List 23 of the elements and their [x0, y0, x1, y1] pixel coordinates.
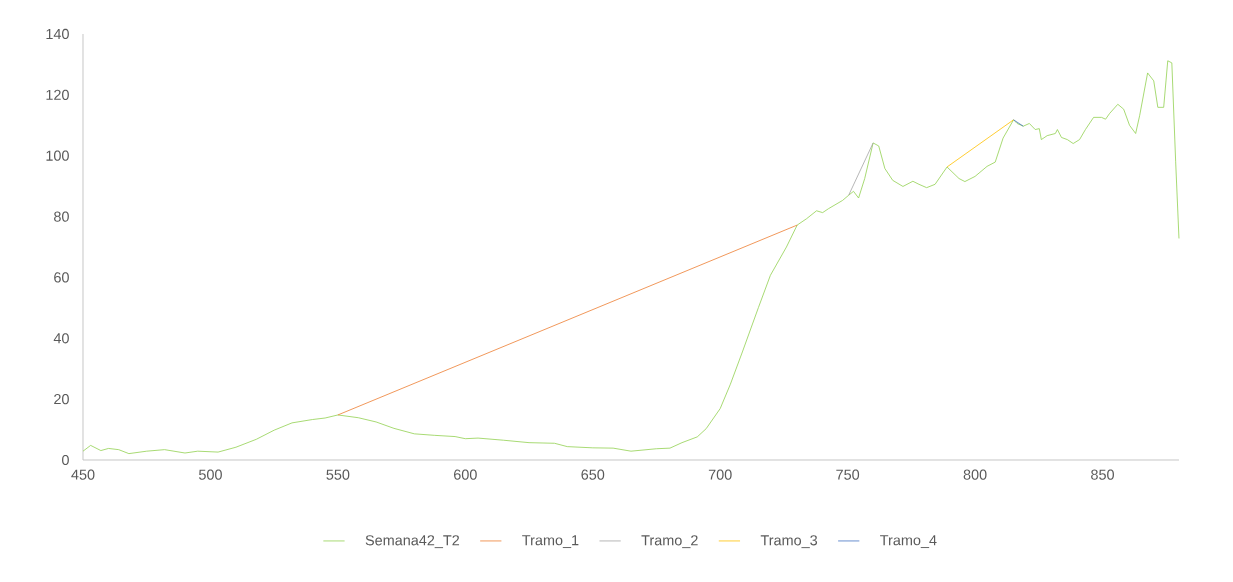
legend-label: Tramo_1: [522, 535, 579, 549]
y-tick-label: 20: [54, 394, 69, 405]
x-tick-label: 700: [708, 469, 732, 480]
x-tick-label: 850: [1091, 469, 1114, 480]
y-tick-label: 120: [46, 89, 69, 100]
x-tick-label: 650: [581, 469, 605, 480]
legend-label: Tramo_4: [880, 535, 937, 549]
y-tick-label: 100: [46, 150, 69, 161]
legend-label: Tramo_3: [760, 535, 818, 549]
x-tick-label: 500: [198, 469, 222, 480]
legend-label: Semana42_T2: [365, 535, 460, 549]
legend-label: Tramo_2: [641, 535, 698, 549]
line-series: [82, 60, 1180, 455]
x-tick-label: 550: [326, 469, 350, 480]
y-tick-label: 0: [62, 454, 69, 466]
y-tick-label: 80: [54, 211, 69, 222]
x-tick-label: 800: [963, 469, 987, 480]
y-tick-label: 40: [53, 333, 69, 344]
y-tick-label: 60: [54, 272, 69, 283]
y-tick-label: 140: [46, 28, 69, 40]
x-tick-label: 750: [836, 469, 860, 480]
x-tick-label: 600: [454, 469, 477, 480]
x-tick-label: 450: [71, 469, 95, 480]
